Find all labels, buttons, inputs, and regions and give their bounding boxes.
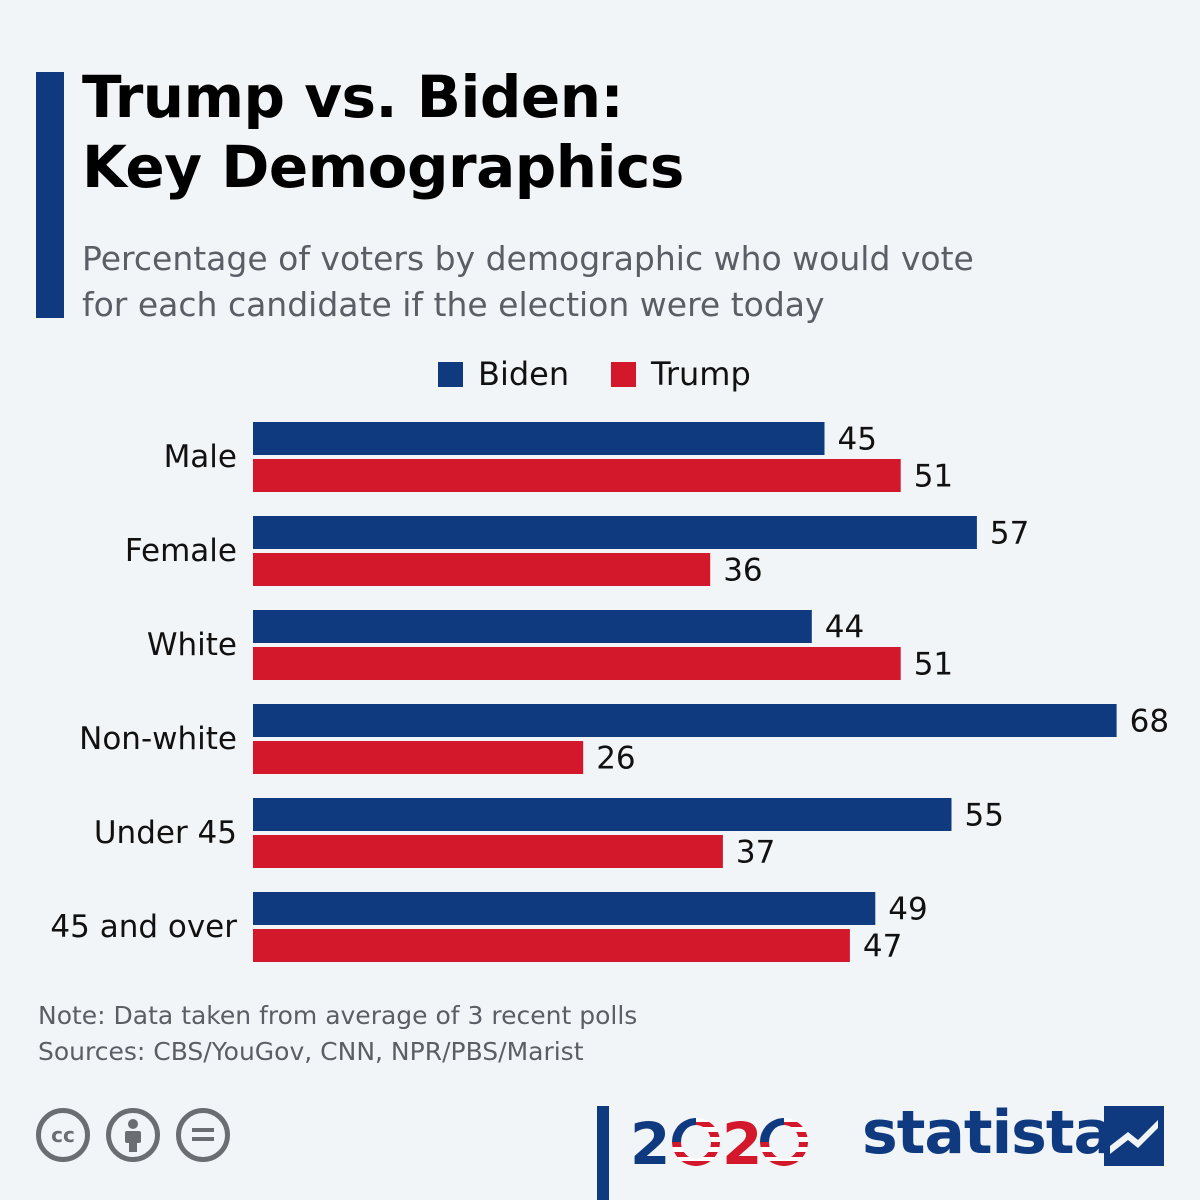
data-label-trump: 37 [736, 835, 775, 871]
bar-trump [253, 741, 584, 774]
data-label-trump: 47 [863, 929, 902, 965]
data-label-biden: 44 [825, 610, 864, 646]
category-label: Male [164, 439, 237, 475]
category-label: Female [125, 533, 237, 569]
no-derivatives-icon[interactable] [176, 1108, 230, 1162]
flag-zero-icon [760, 1118, 808, 1166]
bar-trump [253, 929, 850, 962]
chart-subtitle: Percentage of voters by demographic who … [82, 236, 1162, 328]
category-label: Non-white [79, 721, 237, 757]
legend-swatch-trump [611, 362, 636, 387]
chart-title: Trump vs. Biden: Key Demographics [82, 62, 1162, 202]
bar-trump [253, 647, 901, 680]
cc-license-icon[interactable]: cc [36, 1108, 90, 1162]
statista-logo-icon [1104, 1106, 1164, 1166]
bar-trump [253, 459, 901, 492]
legend-label-biden: Biden [478, 355, 569, 393]
sources-text: Sources: CBS/YouGov, CNN, NPR/PBS/Marist [38, 1037, 584, 1066]
bar-biden [253, 704, 1117, 737]
legend-label-trump: Trump [650, 355, 751, 393]
subtitle-line-2: for each candidate if the election were … [82, 285, 825, 324]
note-text: Note: Data taken from average of 3 recen… [38, 1001, 638, 1030]
data-label-biden: 68 [1130, 704, 1169, 740]
bar-biden [253, 422, 825, 455]
data-label-biden: 55 [965, 798, 1004, 834]
year-digit-2: 2 [722, 1112, 762, 1172]
data-label-trump: 51 [914, 459, 953, 495]
bar-trump [253, 553, 711, 586]
category-label: 45 and over [50, 909, 237, 945]
data-label-biden: 45 [838, 422, 877, 458]
bar-biden [253, 610, 812, 643]
year-2020-logo: 2 2 [630, 1112, 808, 1172]
legend-swatch-biden [438, 362, 463, 387]
license-icons: cc [36, 1108, 230, 1164]
data-label-biden: 57 [990, 516, 1029, 552]
bar-trump [253, 835, 723, 868]
category-label: White [147, 627, 237, 663]
data-label-biden: 49 [888, 892, 927, 928]
title-accent-bar [36, 72, 64, 318]
bar-biden [253, 798, 952, 831]
flag-zero-icon [672, 1118, 720, 1166]
data-label-trump: 36 [723, 553, 762, 589]
bar-biden [253, 892, 876, 925]
attribution-icon[interactable] [106, 1108, 160, 1162]
year-logo-bar [597, 1106, 609, 1200]
title-line-2: Key Demographics [82, 133, 684, 201]
bar-chart: Biden Trump Male 45 51 Female 57 36 White 44 51 Non… [50, 355, 1169, 965]
data-label-trump: 26 [596, 741, 635, 777]
category-label: Under 45 [94, 815, 237, 851]
title-line-1: Trump vs. Biden: [82, 63, 624, 131]
statista-logo[interactable]: statista [862, 1098, 1114, 1168]
data-label-trump: 51 [914, 647, 953, 683]
chart-notes: Note: Data taken from average of 3 recen… [38, 998, 938, 1070]
subtitle-line-1: Percentage of voters by demographic who … [82, 239, 974, 278]
bar-biden [253, 516, 977, 549]
year-digit-1: 2 [630, 1112, 670, 1172]
